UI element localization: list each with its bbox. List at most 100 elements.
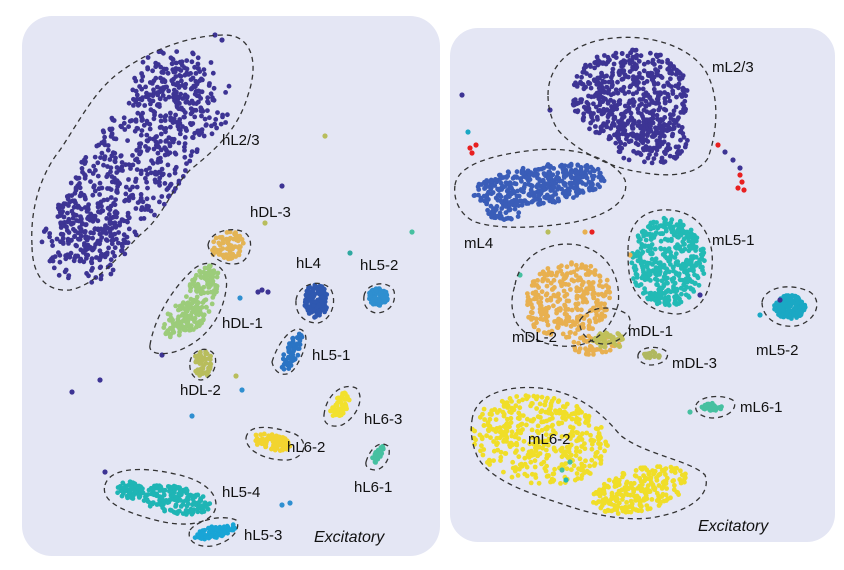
cell-point: [176, 83, 182, 89]
cell-point: [76, 236, 82, 242]
cell-point: [162, 114, 168, 120]
stray-point: [233, 373, 239, 379]
cell-point: [571, 339, 577, 345]
cell-point: [609, 493, 615, 498]
cell-point: [130, 153, 135, 158]
cell-point: [779, 304, 785, 309]
cell-point: [115, 485, 121, 490]
cell-point: [648, 278, 653, 283]
cell-point: [76, 218, 82, 224]
cell-point: [210, 280, 216, 286]
cell-point: [562, 189, 567, 195]
cell-point: [588, 164, 594, 170]
cell-point: [601, 96, 607, 102]
cell-point: [238, 244, 243, 250]
cell-point: [184, 99, 190, 104]
cell-point: [220, 246, 226, 252]
cell-point: [82, 175, 88, 181]
cell-point: [176, 66, 182, 72]
cell-point: [513, 202, 518, 208]
cell-point: [623, 504, 628, 510]
cell-point: [644, 260, 650, 266]
cell-point: [505, 416, 510, 422]
cell-point: [604, 331, 610, 336]
cell-point: [593, 92, 598, 98]
cell-point: [115, 490, 120, 496]
cell-point: [587, 463, 593, 469]
cluster-label-ml5-2: mL5-2: [756, 342, 799, 359]
cell-point: [150, 68, 156, 74]
cell-point: [518, 422, 524, 428]
cell-point: [174, 89, 179, 95]
cell-point: [155, 92, 161, 98]
cell-point: [607, 347, 613, 353]
cell-point: [512, 181, 517, 186]
cell-point: [648, 475, 654, 481]
cell-point: [49, 238, 55, 244]
cell-point: [131, 96, 136, 102]
cell-point: [109, 220, 115, 226]
cell-point: [647, 350, 653, 356]
cell-point: [514, 169, 520, 175]
cell-point: [647, 272, 653, 277]
cell-point: [545, 395, 550, 401]
cell-point: [568, 270, 574, 276]
cell-point: [642, 465, 648, 471]
cell-point: [598, 344, 604, 349]
cell-point: [604, 277, 610, 283]
cell-point: [683, 93, 689, 99]
cell-point: [177, 326, 182, 331]
cell-point: [193, 368, 199, 374]
cell-point: [148, 107, 154, 113]
cell-point: [529, 310, 535, 316]
cell-point: [776, 309, 782, 314]
cluster-hl5-2: [367, 286, 390, 308]
cell-point: [503, 174, 509, 180]
cell-point: [543, 432, 549, 437]
cell-point: [158, 496, 164, 502]
cell-point: [87, 168, 92, 174]
cell-point: [65, 210, 70, 216]
cell-point: [143, 144, 148, 149]
cell-point: [611, 123, 617, 128]
cell-point: [661, 106, 667, 112]
cluster-mdl-2: [525, 260, 622, 357]
cell-point: [213, 247, 219, 253]
cell-point: [158, 139, 163, 144]
cell-point: [571, 463, 577, 469]
cell-point: [139, 168, 144, 174]
cell-point: [563, 318, 569, 324]
cell-point: [630, 97, 636, 102]
cell-point: [643, 137, 649, 143]
cell-point: [641, 478, 647, 484]
cell-point: [126, 124, 131, 129]
cell-point: [69, 208, 75, 214]
cell-point: [129, 118, 135, 123]
cell-point: [659, 132, 664, 138]
cell-point: [61, 214, 67, 220]
cell-point: [543, 447, 549, 453]
cell-point: [182, 154, 188, 160]
cell-point: [662, 236, 668, 242]
cell-point: [176, 314, 182, 320]
cell-point: [125, 138, 130, 144]
cell-point: [311, 303, 316, 308]
cell-point: [168, 110, 173, 116]
cell-point: [616, 132, 622, 138]
cluster-label-hl2-3: hL2/3: [222, 132, 260, 149]
cell-point: [509, 429, 515, 435]
cell-point: [681, 242, 687, 247]
cell-point: [617, 98, 623, 103]
cell-point: [592, 65, 597, 71]
cell-point: [575, 293, 581, 299]
cell-point: [569, 307, 575, 313]
cell-point: [543, 305, 549, 311]
cluster-hl5-1: [279, 331, 305, 372]
cell-point: [176, 178, 182, 184]
cell-point: [649, 109, 655, 115]
cell-point: [114, 170, 120, 175]
cell-point: [160, 93, 166, 98]
cell-point: [606, 477, 612, 483]
cell-point: [373, 287, 379, 293]
cell-point: [503, 197, 509, 203]
